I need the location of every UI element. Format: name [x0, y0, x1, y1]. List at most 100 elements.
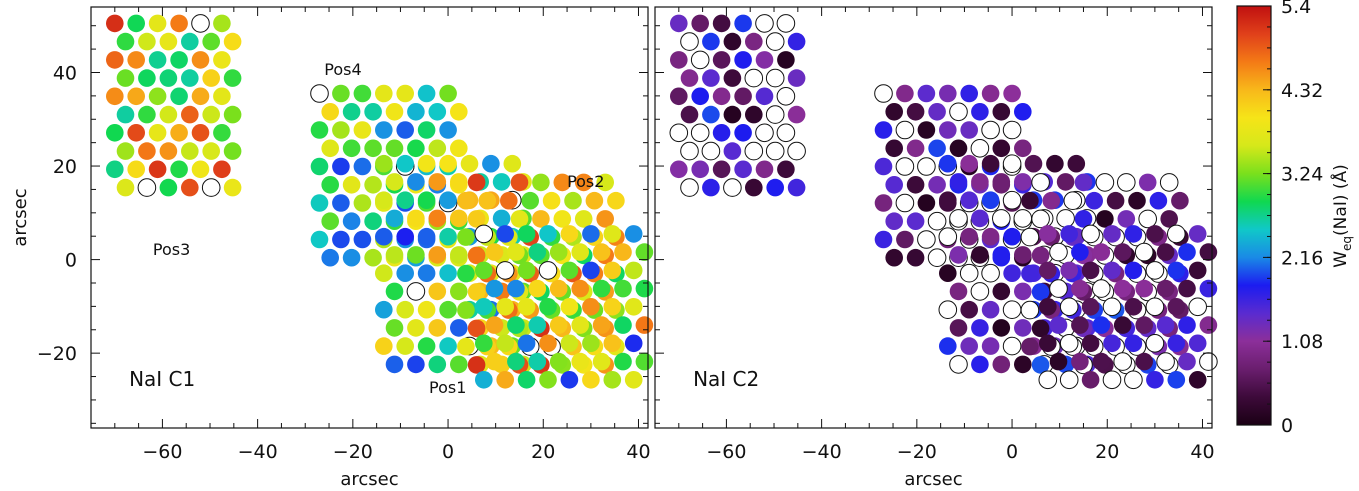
fiber-point	[385, 209, 404, 228]
fiber-point	[332, 230, 350, 249]
fiber-point	[1095, 173, 1115, 192]
fiber-point	[1020, 300, 1040, 320]
fiber-point	[960, 337, 978, 355]
fiber-point	[517, 334, 536, 353]
fiber-point	[992, 319, 1011, 337]
fiber-point	[1021, 191, 1039, 210]
fiber-point	[970, 282, 990, 301]
fiber-point	[385, 103, 404, 121]
fiber-point	[213, 14, 231, 33]
fiber-point	[407, 355, 425, 374]
fiber-point	[928, 139, 946, 158]
fiber-point	[1145, 334, 1165, 353]
fiber-point	[353, 157, 372, 176]
fiber-point	[539, 371, 557, 389]
fiber-point	[528, 243, 547, 261]
fiber-point	[680, 178, 699, 197]
fiber-point	[106, 160, 124, 179]
fiber-point	[680, 105, 699, 124]
fiber-point	[1049, 352, 1068, 371]
fiber-point	[332, 157, 350, 176]
fiber-point	[1135, 279, 1153, 298]
fiber-point	[353, 84, 372, 103]
fiber-point	[981, 191, 1000, 209]
fiber-point	[467, 210, 486, 228]
panel-label: NaI C2	[693, 367, 759, 391]
fiber-point	[885, 103, 903, 121]
x-tick-label: −40	[238, 441, 278, 463]
fiber-point	[127, 160, 145, 179]
fiber-point	[1074, 210, 1093, 228]
fiber-point	[116, 69, 135, 87]
fiber-point	[992, 139, 1011, 158]
fiber-point	[1071, 316, 1089, 334]
fiber-point	[1135, 316, 1153, 334]
fiber-point	[571, 316, 589, 334]
fiber-point	[1178, 316, 1196, 334]
fiber-point	[478, 191, 497, 210]
fiber-point	[765, 32, 785, 51]
fiber-point	[939, 121, 957, 139]
fiber-point	[949, 209, 968, 228]
fiber-point	[539, 225, 557, 243]
fiber-point	[439, 154, 457, 173]
fiber-point	[624, 298, 643, 316]
fiber-point	[723, 69, 742, 87]
fiber-point	[1102, 297, 1122, 317]
fiber-point	[1188, 297, 1207, 317]
fiber-point	[170, 160, 188, 179]
fiber-point	[475, 334, 493, 353]
fiber-point	[191, 51, 210, 69]
fiber-point	[874, 194, 893, 212]
fiber-point	[407, 319, 425, 337]
fiber-point	[1103, 334, 1121, 353]
fiber-point	[138, 69, 156, 87]
fiber-point	[1046, 154, 1064, 173]
fiber-point	[1178, 243, 1196, 261]
fiber-point	[1002, 336, 1022, 356]
fiber-point	[500, 191, 518, 210]
plot-frame	[90, 6, 649, 429]
fiber-point	[353, 194, 372, 212]
fiber-point	[510, 173, 529, 192]
fiber-point	[734, 14, 752, 33]
fiber-point	[406, 282, 426, 301]
fiber-point	[116, 32, 135, 51]
fiber-point	[223, 69, 242, 87]
fiber-point	[745, 105, 763, 124]
fiber-point	[542, 191, 561, 210]
fiber-point	[310, 157, 329, 176]
x-axis-label: arcsec	[904, 469, 962, 490]
fiber-point	[159, 105, 178, 124]
x-tick-label: 0	[442, 441, 454, 463]
fiber-point	[560, 334, 579, 353]
fiber-point	[1160, 210, 1178, 228]
fiber-point	[1138, 209, 1157, 229]
fiber-point	[1092, 352, 1111, 371]
fiber-point	[517, 225, 536, 243]
fiber-point	[981, 300, 1000, 319]
fiber-point	[745, 32, 763, 51]
fiber-point	[755, 51, 774, 69]
fiber-point	[592, 279, 611, 298]
fiber-point	[495, 261, 515, 280]
fiber-point	[1124, 370, 1143, 390]
fiber-point	[364, 212, 382, 230]
fiber-point	[981, 337, 1000, 355]
fiber-point	[127, 14, 145, 33]
x-tick-label: 40	[626, 441, 650, 463]
fiber-point	[939, 264, 957, 283]
fiber-point	[310, 121, 329, 139]
fiber-point	[106, 51, 124, 69]
fiber-point	[181, 105, 199, 124]
fiber-point	[127, 51, 145, 69]
fiber-point	[1014, 139, 1032, 158]
fiber-point	[364, 139, 382, 158]
fiber-point	[396, 154, 415, 173]
fiber-point	[510, 210, 529, 228]
fiber-point	[364, 176, 382, 194]
fiber-point	[396, 121, 415, 139]
fiber-point	[1138, 173, 1157, 192]
fiber-point	[701, 141, 721, 161]
fiber-point	[603, 261, 622, 280]
